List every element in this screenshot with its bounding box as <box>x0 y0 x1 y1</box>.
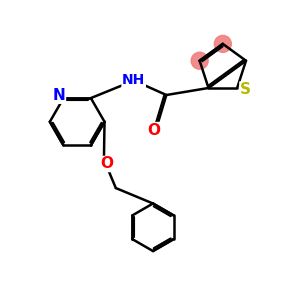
Text: O: O <box>100 157 113 172</box>
Circle shape <box>214 35 231 52</box>
Text: O: O <box>147 123 161 138</box>
Text: NH: NH <box>122 73 145 87</box>
Text: S: S <box>240 82 251 97</box>
Circle shape <box>191 52 208 69</box>
Text: N: N <box>53 88 65 103</box>
